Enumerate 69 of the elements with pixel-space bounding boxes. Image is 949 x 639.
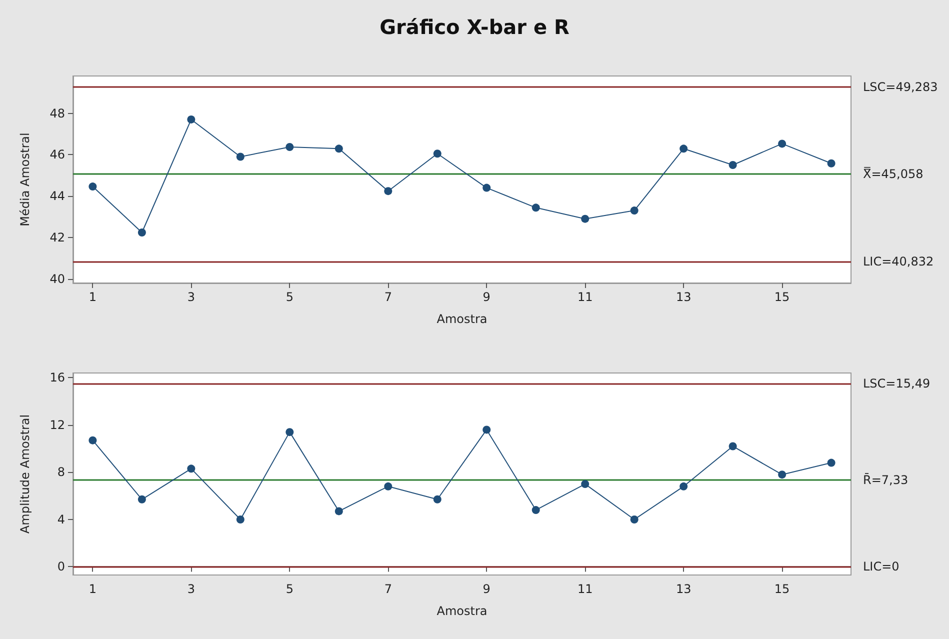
point (236, 152, 244, 161)
x-axis-title: Amostra (436, 604, 488, 618)
x-tick-label: 1 (88, 582, 97, 596)
point (433, 495, 442, 504)
point (236, 515, 244, 524)
point (827, 458, 836, 467)
ref-line-label: R̄=7,33 (863, 472, 908, 488)
ref-line-label: LSC=15,49 (863, 376, 930, 391)
y-tick-label: 46 (50, 148, 65, 162)
point (384, 187, 392, 196)
y-tick-label: 40 (50, 272, 65, 286)
x-tick-label: 9 (482, 290, 490, 304)
x-tick-label: 3 (187, 582, 195, 596)
point (630, 206, 638, 215)
point (384, 482, 392, 490)
point (778, 470, 786, 479)
x-tick-label: 7 (384, 290, 392, 304)
point (827, 159, 836, 168)
x-tick-label: 5 (286, 582, 294, 596)
x-tick-label: 5 (286, 290, 294, 304)
x-tick-label: 11 (577, 290, 593, 304)
y-tick-label: 8 (57, 465, 65, 480)
y-tick-label: 4 (57, 512, 65, 526)
point (433, 150, 442, 158)
point (334, 144, 343, 153)
x-tick-label: 7 (384, 582, 392, 596)
point (138, 228, 146, 236)
point (581, 214, 590, 223)
x-tick-label: 13 (676, 582, 692, 596)
y-tick-label: 44 (50, 189, 65, 204)
point (286, 143, 294, 151)
point (88, 182, 97, 191)
y-tick-label: 12 (50, 418, 65, 432)
y-tick-label: 48 (50, 106, 65, 120)
y-tick-label: 16 (50, 370, 65, 385)
ref-line-label: LSC=49,283 (863, 80, 938, 94)
chart-title: Gráfico X-bar e R (380, 15, 570, 39)
point (680, 482, 688, 490)
point (532, 506, 540, 514)
y-tick-label: 0 (57, 560, 65, 574)
ref-line-label: X̿=45,058 (863, 166, 924, 182)
point (187, 464, 196, 473)
x-tick-label: 11 (577, 582, 593, 596)
point (630, 515, 638, 524)
point (680, 144, 688, 153)
point (581, 480, 590, 488)
y-axis-title: Amplitude Amostral (18, 414, 32, 534)
ref-line-label: LIC=40,832 (863, 254, 934, 269)
x-tick-label: 3 (187, 290, 195, 304)
point (88, 436, 97, 444)
x-tick-label: 15 (774, 290, 790, 304)
point (778, 140, 786, 148)
x-axis-title: Amostra (436, 312, 488, 326)
y-axis-title: Média Amostral (18, 132, 32, 226)
point (532, 204, 540, 212)
point (482, 426, 491, 434)
x-tick-label: 15 (774, 582, 790, 596)
x-tick-label: 1 (88, 290, 97, 304)
point (286, 428, 294, 436)
point (728, 161, 737, 170)
y-tick-label: 42 (50, 230, 65, 244)
point (728, 442, 737, 450)
x-tick-label: 9 (482, 582, 490, 596)
point (334, 507, 343, 516)
x-tick-label: 13 (676, 290, 692, 304)
point (482, 184, 491, 192)
point (138, 495, 146, 504)
ref-line-label: LIC=0 (863, 560, 900, 574)
point (187, 115, 196, 124)
